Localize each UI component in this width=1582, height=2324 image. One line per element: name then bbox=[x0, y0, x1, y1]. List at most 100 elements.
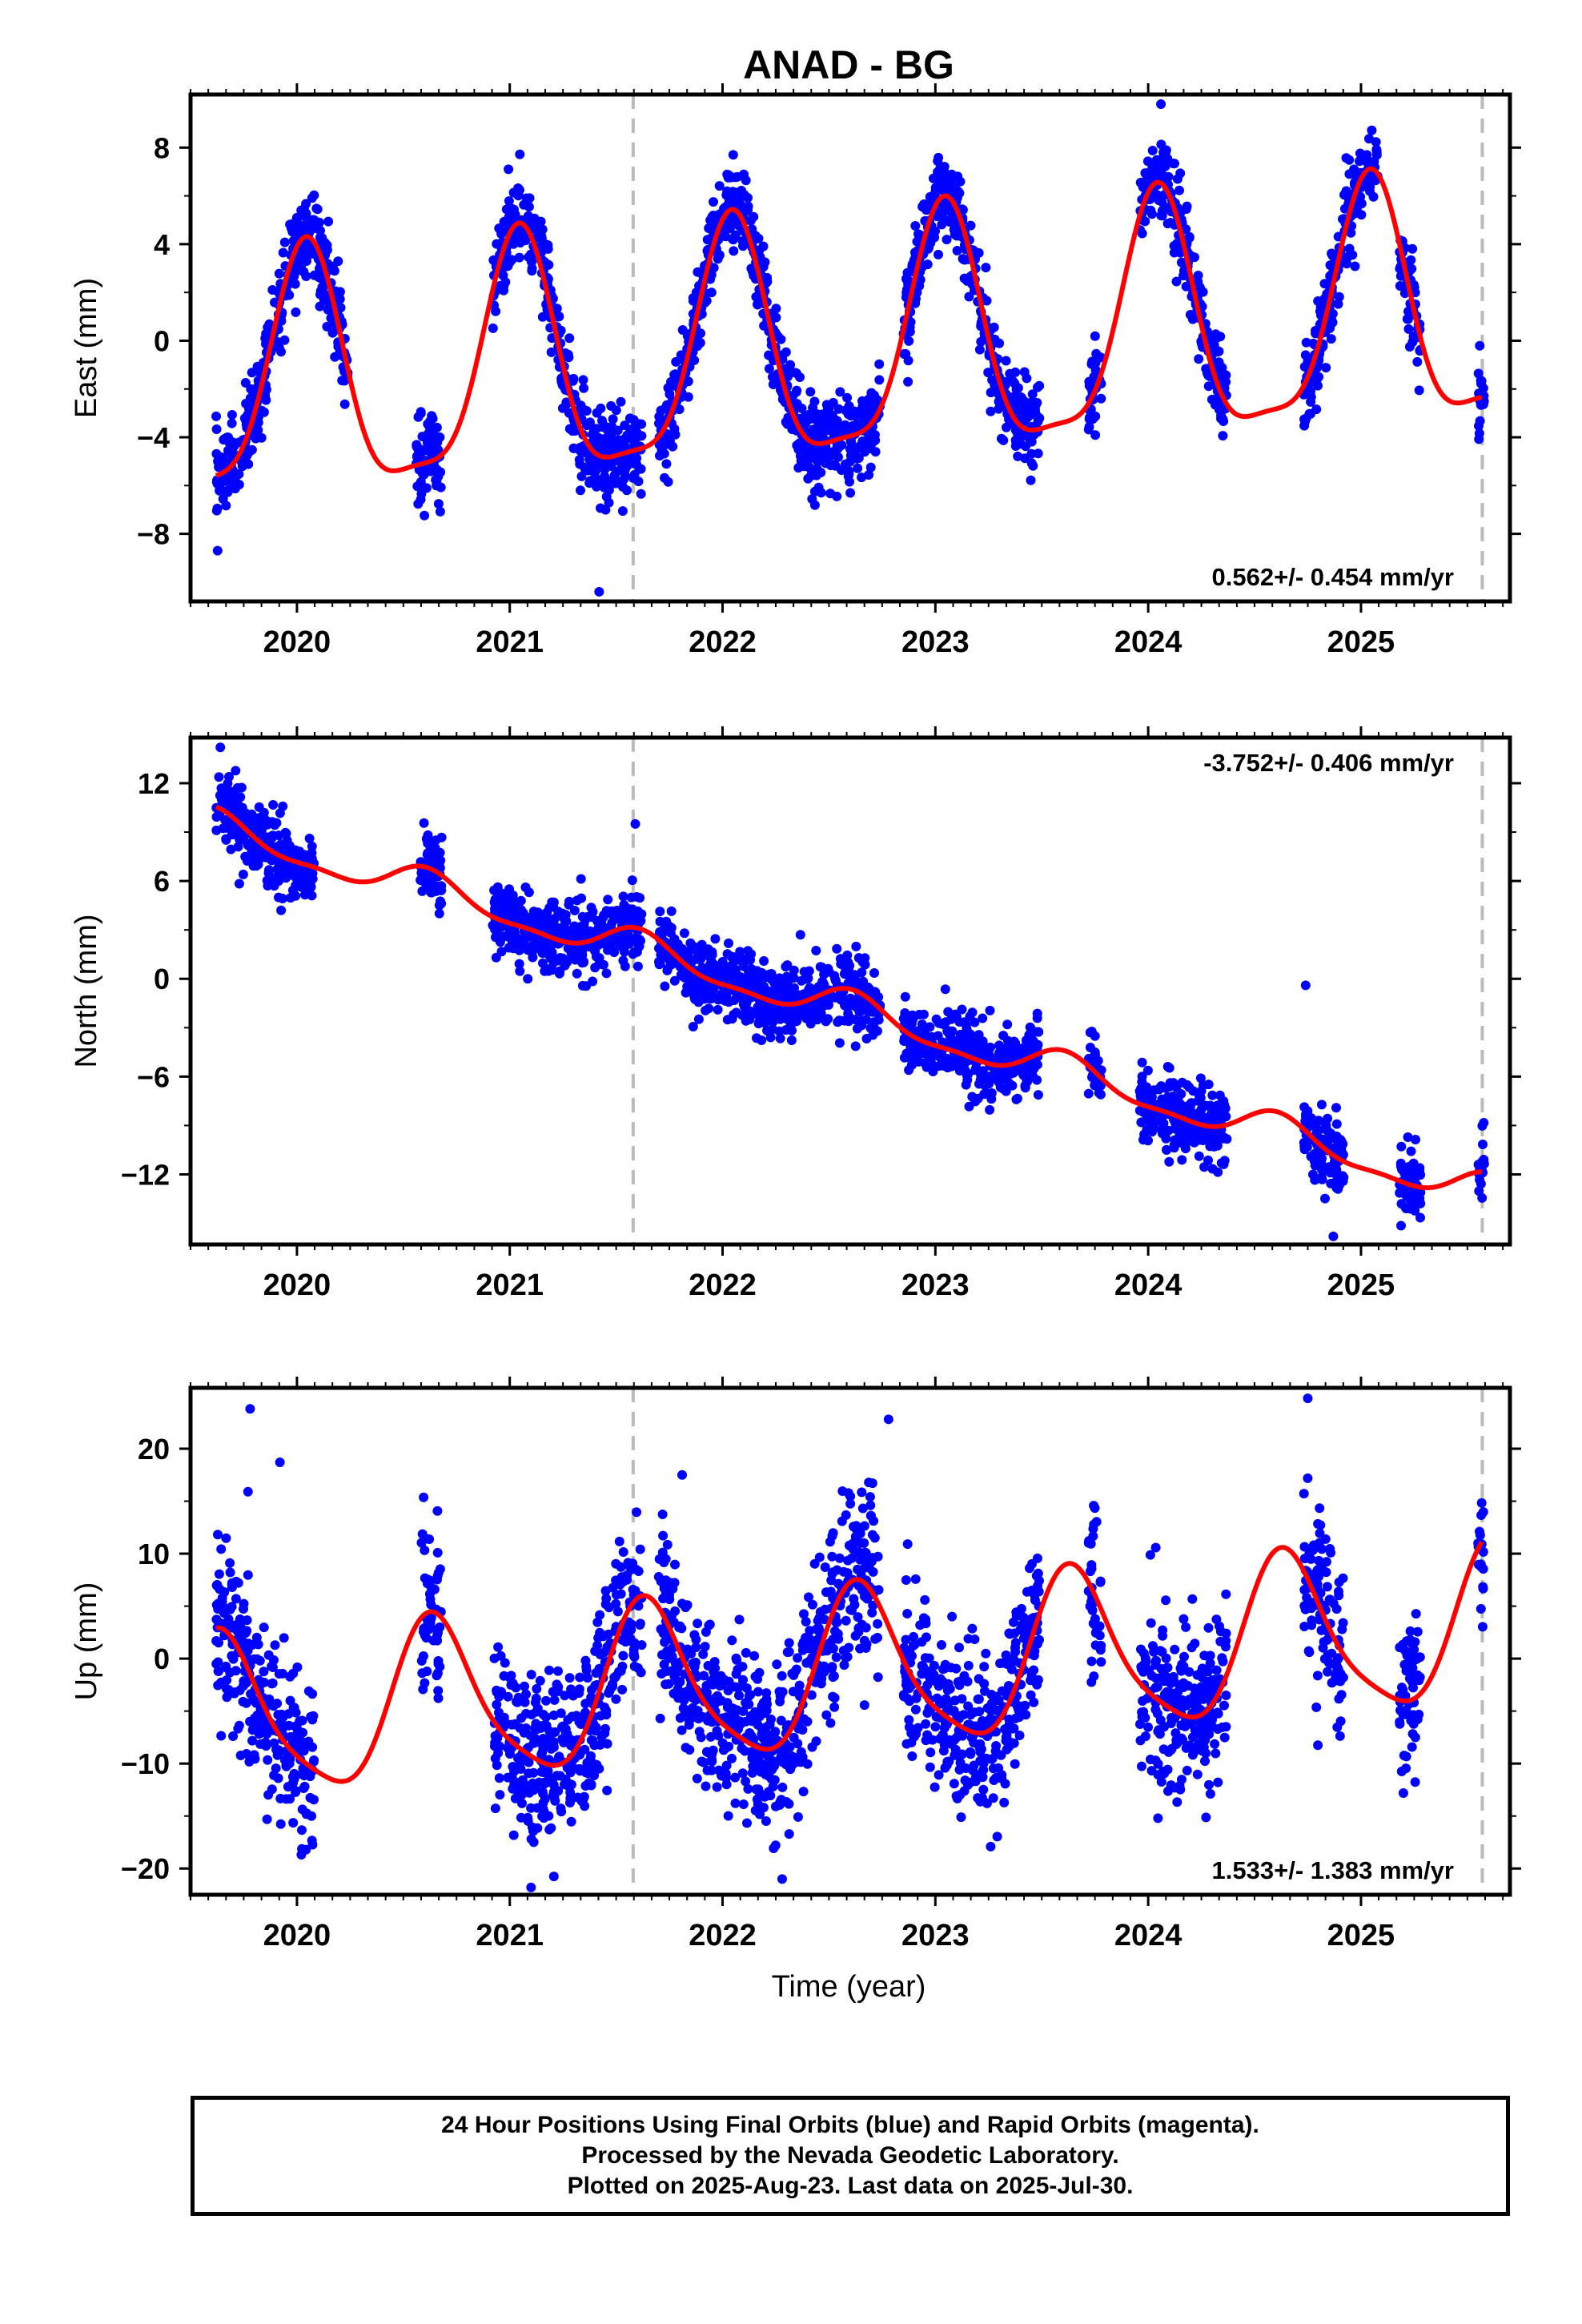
data-points bbox=[211, 1393, 1488, 1892]
data-point bbox=[966, 220, 976, 231]
data-point bbox=[282, 865, 292, 875]
data-point bbox=[1203, 1155, 1213, 1165]
data-point bbox=[1010, 367, 1021, 377]
y-tick-label: −12 bbox=[121, 1158, 170, 1191]
data-point bbox=[311, 203, 322, 214]
data-point bbox=[728, 150, 738, 160]
data-point bbox=[604, 907, 614, 916]
x-tick-label: 2025 bbox=[1327, 625, 1395, 659]
data-point bbox=[577, 911, 588, 922]
data-point bbox=[625, 426, 636, 436]
data-point bbox=[811, 414, 821, 424]
data-point bbox=[904, 336, 914, 346]
data-point bbox=[1002, 422, 1011, 432]
data-point bbox=[572, 895, 582, 906]
data-point bbox=[616, 458, 626, 468]
data-point bbox=[1091, 348, 1102, 359]
data-point bbox=[227, 410, 237, 420]
data-point bbox=[1218, 431, 1228, 441]
data-point bbox=[304, 219, 315, 230]
data-point bbox=[433, 499, 444, 509]
data-point bbox=[315, 289, 325, 300]
data-point bbox=[1299, 420, 1310, 431]
data-point bbox=[1154, 195, 1164, 206]
data-point bbox=[1175, 1100, 1186, 1110]
data-point bbox=[510, 209, 520, 219]
y-tick-label: 6 bbox=[154, 865, 170, 898]
data-point bbox=[250, 860, 260, 870]
data-point bbox=[1342, 259, 1352, 269]
data-point bbox=[622, 485, 632, 496]
data-point bbox=[768, 380, 778, 389]
data-point bbox=[989, 322, 999, 332]
data-point bbox=[744, 967, 754, 977]
data-point bbox=[865, 462, 876, 472]
data-point bbox=[604, 485, 614, 495]
data-point bbox=[857, 472, 867, 483]
data-point bbox=[679, 928, 689, 939]
data-point bbox=[1414, 385, 1424, 396]
data-point bbox=[830, 460, 841, 471]
data-point bbox=[415, 448, 425, 458]
data-point bbox=[1339, 190, 1349, 200]
y-tick-label: 12 bbox=[138, 767, 170, 800]
data-point bbox=[268, 800, 279, 810]
data-point bbox=[247, 368, 257, 378]
data-point bbox=[688, 296, 698, 306]
data-point bbox=[682, 982, 693, 991]
data-point bbox=[211, 411, 221, 421]
data-point bbox=[425, 416, 436, 427]
data-point bbox=[938, 1055, 949, 1064]
data-point bbox=[1327, 308, 1338, 319]
data-point bbox=[520, 235, 531, 246]
data-point bbox=[1185, 310, 1195, 320]
data-point bbox=[548, 902, 558, 912]
data-point bbox=[619, 474, 628, 485]
data-point bbox=[853, 996, 863, 1007]
data-point bbox=[807, 494, 817, 505]
data-point bbox=[231, 766, 241, 776]
data-point bbox=[1189, 1137, 1199, 1148]
data-point bbox=[281, 829, 291, 838]
data-point bbox=[1147, 146, 1158, 155]
data-point bbox=[598, 959, 608, 970]
data-point bbox=[1475, 340, 1485, 351]
data-points bbox=[211, 99, 1489, 597]
data-point bbox=[840, 1015, 850, 1026]
data-point bbox=[1169, 247, 1179, 258]
data-point bbox=[247, 809, 257, 819]
data-point bbox=[1331, 1103, 1341, 1113]
data-point bbox=[579, 956, 588, 967]
data-point bbox=[1314, 372, 1324, 382]
data-point bbox=[307, 848, 317, 858]
data-point bbox=[618, 955, 628, 966]
data-point bbox=[1473, 368, 1484, 379]
y-tick-label: 4 bbox=[154, 228, 170, 261]
data-point bbox=[515, 966, 525, 976]
data-point bbox=[1407, 243, 1418, 254]
data-point bbox=[809, 396, 820, 407]
data-point bbox=[928, 1067, 938, 1076]
data-point bbox=[733, 171, 742, 182]
data-point bbox=[1409, 279, 1419, 290]
data-point bbox=[1020, 453, 1030, 464]
data-point bbox=[527, 947, 537, 958]
data-point bbox=[435, 432, 445, 442]
data-point bbox=[509, 928, 520, 939]
data-point bbox=[864, 470, 874, 480]
data-point bbox=[307, 874, 318, 884]
data-point bbox=[1024, 411, 1034, 421]
data-point bbox=[663, 476, 673, 487]
data-point bbox=[851, 941, 861, 951]
data-point bbox=[750, 231, 761, 241]
data-point bbox=[853, 463, 863, 473]
data-point bbox=[416, 875, 426, 885]
data-point bbox=[842, 392, 853, 403]
data-point bbox=[1137, 228, 1147, 239]
data-point bbox=[909, 1046, 920, 1056]
data-point bbox=[610, 478, 620, 489]
data-point bbox=[693, 338, 703, 348]
data-point bbox=[434, 908, 444, 919]
data-point bbox=[717, 971, 728, 981]
